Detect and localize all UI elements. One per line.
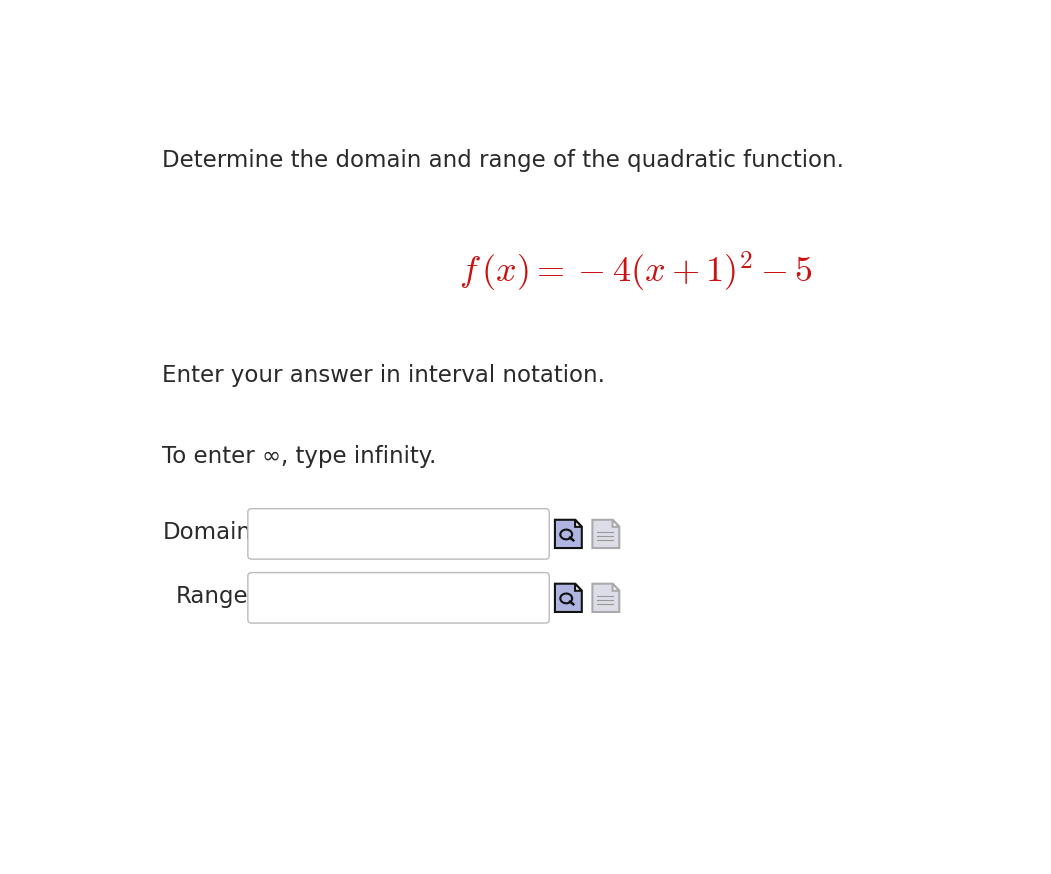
Text: Enter your answer in interval notation.: Enter your answer in interval notation. xyxy=(162,364,605,387)
Polygon shape xyxy=(575,584,582,591)
Polygon shape xyxy=(555,520,582,548)
Polygon shape xyxy=(575,520,582,527)
Text: Range:: Range: xyxy=(177,585,256,607)
Polygon shape xyxy=(593,584,619,612)
Text: Determine the domain and range of the quadratic function.: Determine the domain and range of the qu… xyxy=(162,149,844,171)
Text: $f\,(x) = -4(x+1)^2 - 5$: $f\,(x) = -4(x+1)^2 - 5$ xyxy=(459,250,813,294)
Text: Domain:: Domain: xyxy=(162,521,259,544)
FancyBboxPatch shape xyxy=(248,509,550,559)
Polygon shape xyxy=(593,520,619,548)
Polygon shape xyxy=(613,584,619,591)
Text: To enter ∞, type infinity.: To enter ∞, type infinity. xyxy=(162,445,437,468)
Polygon shape xyxy=(555,584,582,612)
FancyBboxPatch shape xyxy=(248,572,550,623)
Polygon shape xyxy=(613,520,619,527)
